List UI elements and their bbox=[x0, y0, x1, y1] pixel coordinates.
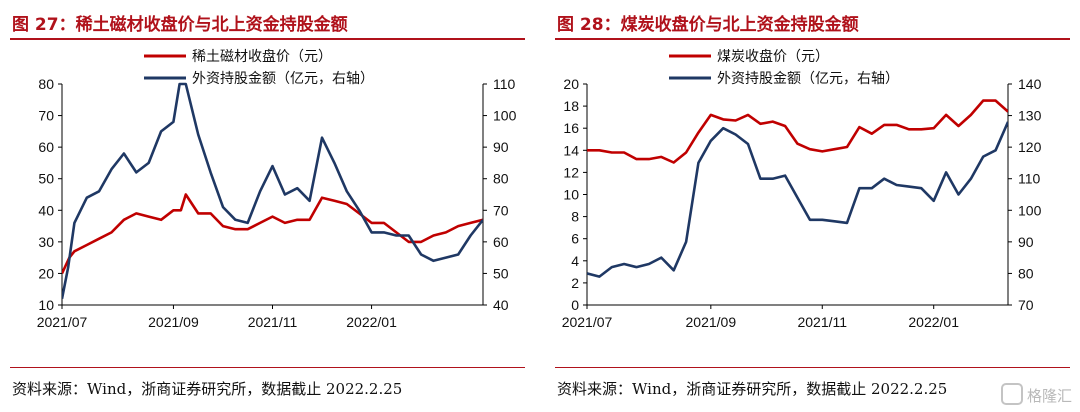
source-note: 资料来源：Wind，浙商证券研究所，数据截止 2022.2.25 bbox=[557, 380, 948, 398]
chart-title: 图 27：稀土磁材收盘价与北上资金持股金额 bbox=[12, 15, 348, 35]
series-line bbox=[587, 121, 1008, 278]
x-tick-label: 2021/07 bbox=[37, 314, 88, 330]
y-right-tick-label: 140 bbox=[1018, 76, 1042, 92]
watermark-logo-icon bbox=[1000, 383, 1023, 405]
y-right-tick-label: 70 bbox=[493, 202, 509, 218]
y-left-tick-label: 12 bbox=[563, 164, 579, 180]
y-right-tick-label: 130 bbox=[1018, 108, 1042, 124]
y-left-tick-label: 50 bbox=[38, 171, 54, 187]
x-tick-label: 2021/11 bbox=[248, 314, 298, 330]
source-divider bbox=[555, 367, 1070, 368]
y-right-tick-label: 110 bbox=[493, 76, 516, 92]
y-right-tick-label: 90 bbox=[493, 139, 509, 155]
watermark: 格隆汇 bbox=[1000, 383, 1072, 406]
y-left-tick-label: 16 bbox=[563, 120, 579, 136]
y-right-tick-label: 100 bbox=[493, 108, 517, 124]
series-line bbox=[587, 99, 1008, 164]
y-left-tick-label: 4 bbox=[571, 253, 579, 269]
legend-label: 稀土磁材收盘价（元） bbox=[192, 48, 332, 65]
y-right-tick-label: 70 bbox=[1018, 297, 1034, 313]
x-tick-label: 2021/07 bbox=[562, 314, 613, 330]
y-left-tick-label: 20 bbox=[563, 76, 579, 92]
x-tick-label: 2021/09 bbox=[686, 314, 737, 330]
chart-panel-28: 图 28：煤炭收盘价与北上资金持股金额 0 2 4 6 8 10 12 14 16 18 20 70 8… bbox=[545, 0, 1075, 412]
y-left-tick-label: 20 bbox=[38, 265, 54, 281]
y-left-tick-label: 18 bbox=[563, 98, 579, 114]
y-left-tick-label: 40 bbox=[38, 202, 54, 218]
y-right-tick-label: 50 bbox=[493, 265, 509, 281]
y-right-tick-label: 80 bbox=[493, 171, 509, 187]
source-note: 资料来源：Wind，浙商证券研究所，数据截止 2022.2.25 bbox=[12, 380, 403, 398]
y-left-tick-label: 10 bbox=[38, 297, 54, 313]
y-left-tick-label: 70 bbox=[38, 108, 54, 124]
y-left-tick-label: 8 bbox=[571, 209, 579, 225]
chart-panel-27: 图 27：稀土磁材收盘价与北上资金持股金额 10 20 30 40 50 60 70 80 40… bbox=[0, 0, 530, 412]
series-line bbox=[62, 82, 483, 299]
y-left-tick-label: 6 bbox=[571, 231, 579, 247]
y-right-tick-label: 110 bbox=[1018, 171, 1041, 187]
x-tick-label: 2021/11 bbox=[797, 314, 847, 330]
y-left-tick-label: 80 bbox=[38, 76, 54, 92]
legend-label: 外资持股金额（亿元，右轴） bbox=[192, 71, 374, 87]
legend-label: 外资持股金额（亿元，右轴） bbox=[717, 71, 899, 87]
watermark-text: 格隆汇 bbox=[1026, 387, 1072, 405]
title-divider bbox=[10, 38, 525, 40]
y-left-tick-label: 30 bbox=[38, 234, 54, 250]
x-tick-label: 2022/01 bbox=[346, 314, 397, 330]
y-left-tick-label: 0 bbox=[571, 297, 579, 313]
x-tick-label: 2022/01 bbox=[908, 314, 959, 330]
y-left-tick-label: 14 bbox=[563, 142, 579, 158]
y-right-tick-label: 90 bbox=[1018, 234, 1034, 250]
title-divider bbox=[555, 38, 1070, 40]
y-left-tick-label: 10 bbox=[563, 187, 579, 203]
chart-svg: 0 2 4 6 8 10 12 14 16 18 20 70 80 90 100 110 120 130 140 20… bbox=[562, 48, 1042, 330]
y-right-tick-label: 100 bbox=[1018, 202, 1042, 218]
y-left-tick-label: 2 bbox=[571, 275, 579, 291]
x-tick-label: 2021/09 bbox=[148, 314, 199, 330]
y-right-tick-label: 60 bbox=[493, 234, 509, 250]
series-line bbox=[62, 193, 483, 274]
chart-svg: 10 20 30 40 50 60 70 80 40 50 60 70 80 90 100 110 2021/0… bbox=[37, 48, 517, 330]
y-right-tick-label: 120 bbox=[1018, 139, 1042, 155]
y-left-tick-label: 60 bbox=[38, 139, 54, 155]
chart-title: 图 28：煤炭收盘价与北上资金持股金额 bbox=[557, 15, 859, 35]
legend-label: 煤炭收盘价（元） bbox=[717, 48, 829, 65]
source-divider bbox=[10, 367, 525, 368]
y-right-tick-label: 80 bbox=[1018, 265, 1034, 281]
y-right-tick-label: 40 bbox=[493, 297, 509, 313]
